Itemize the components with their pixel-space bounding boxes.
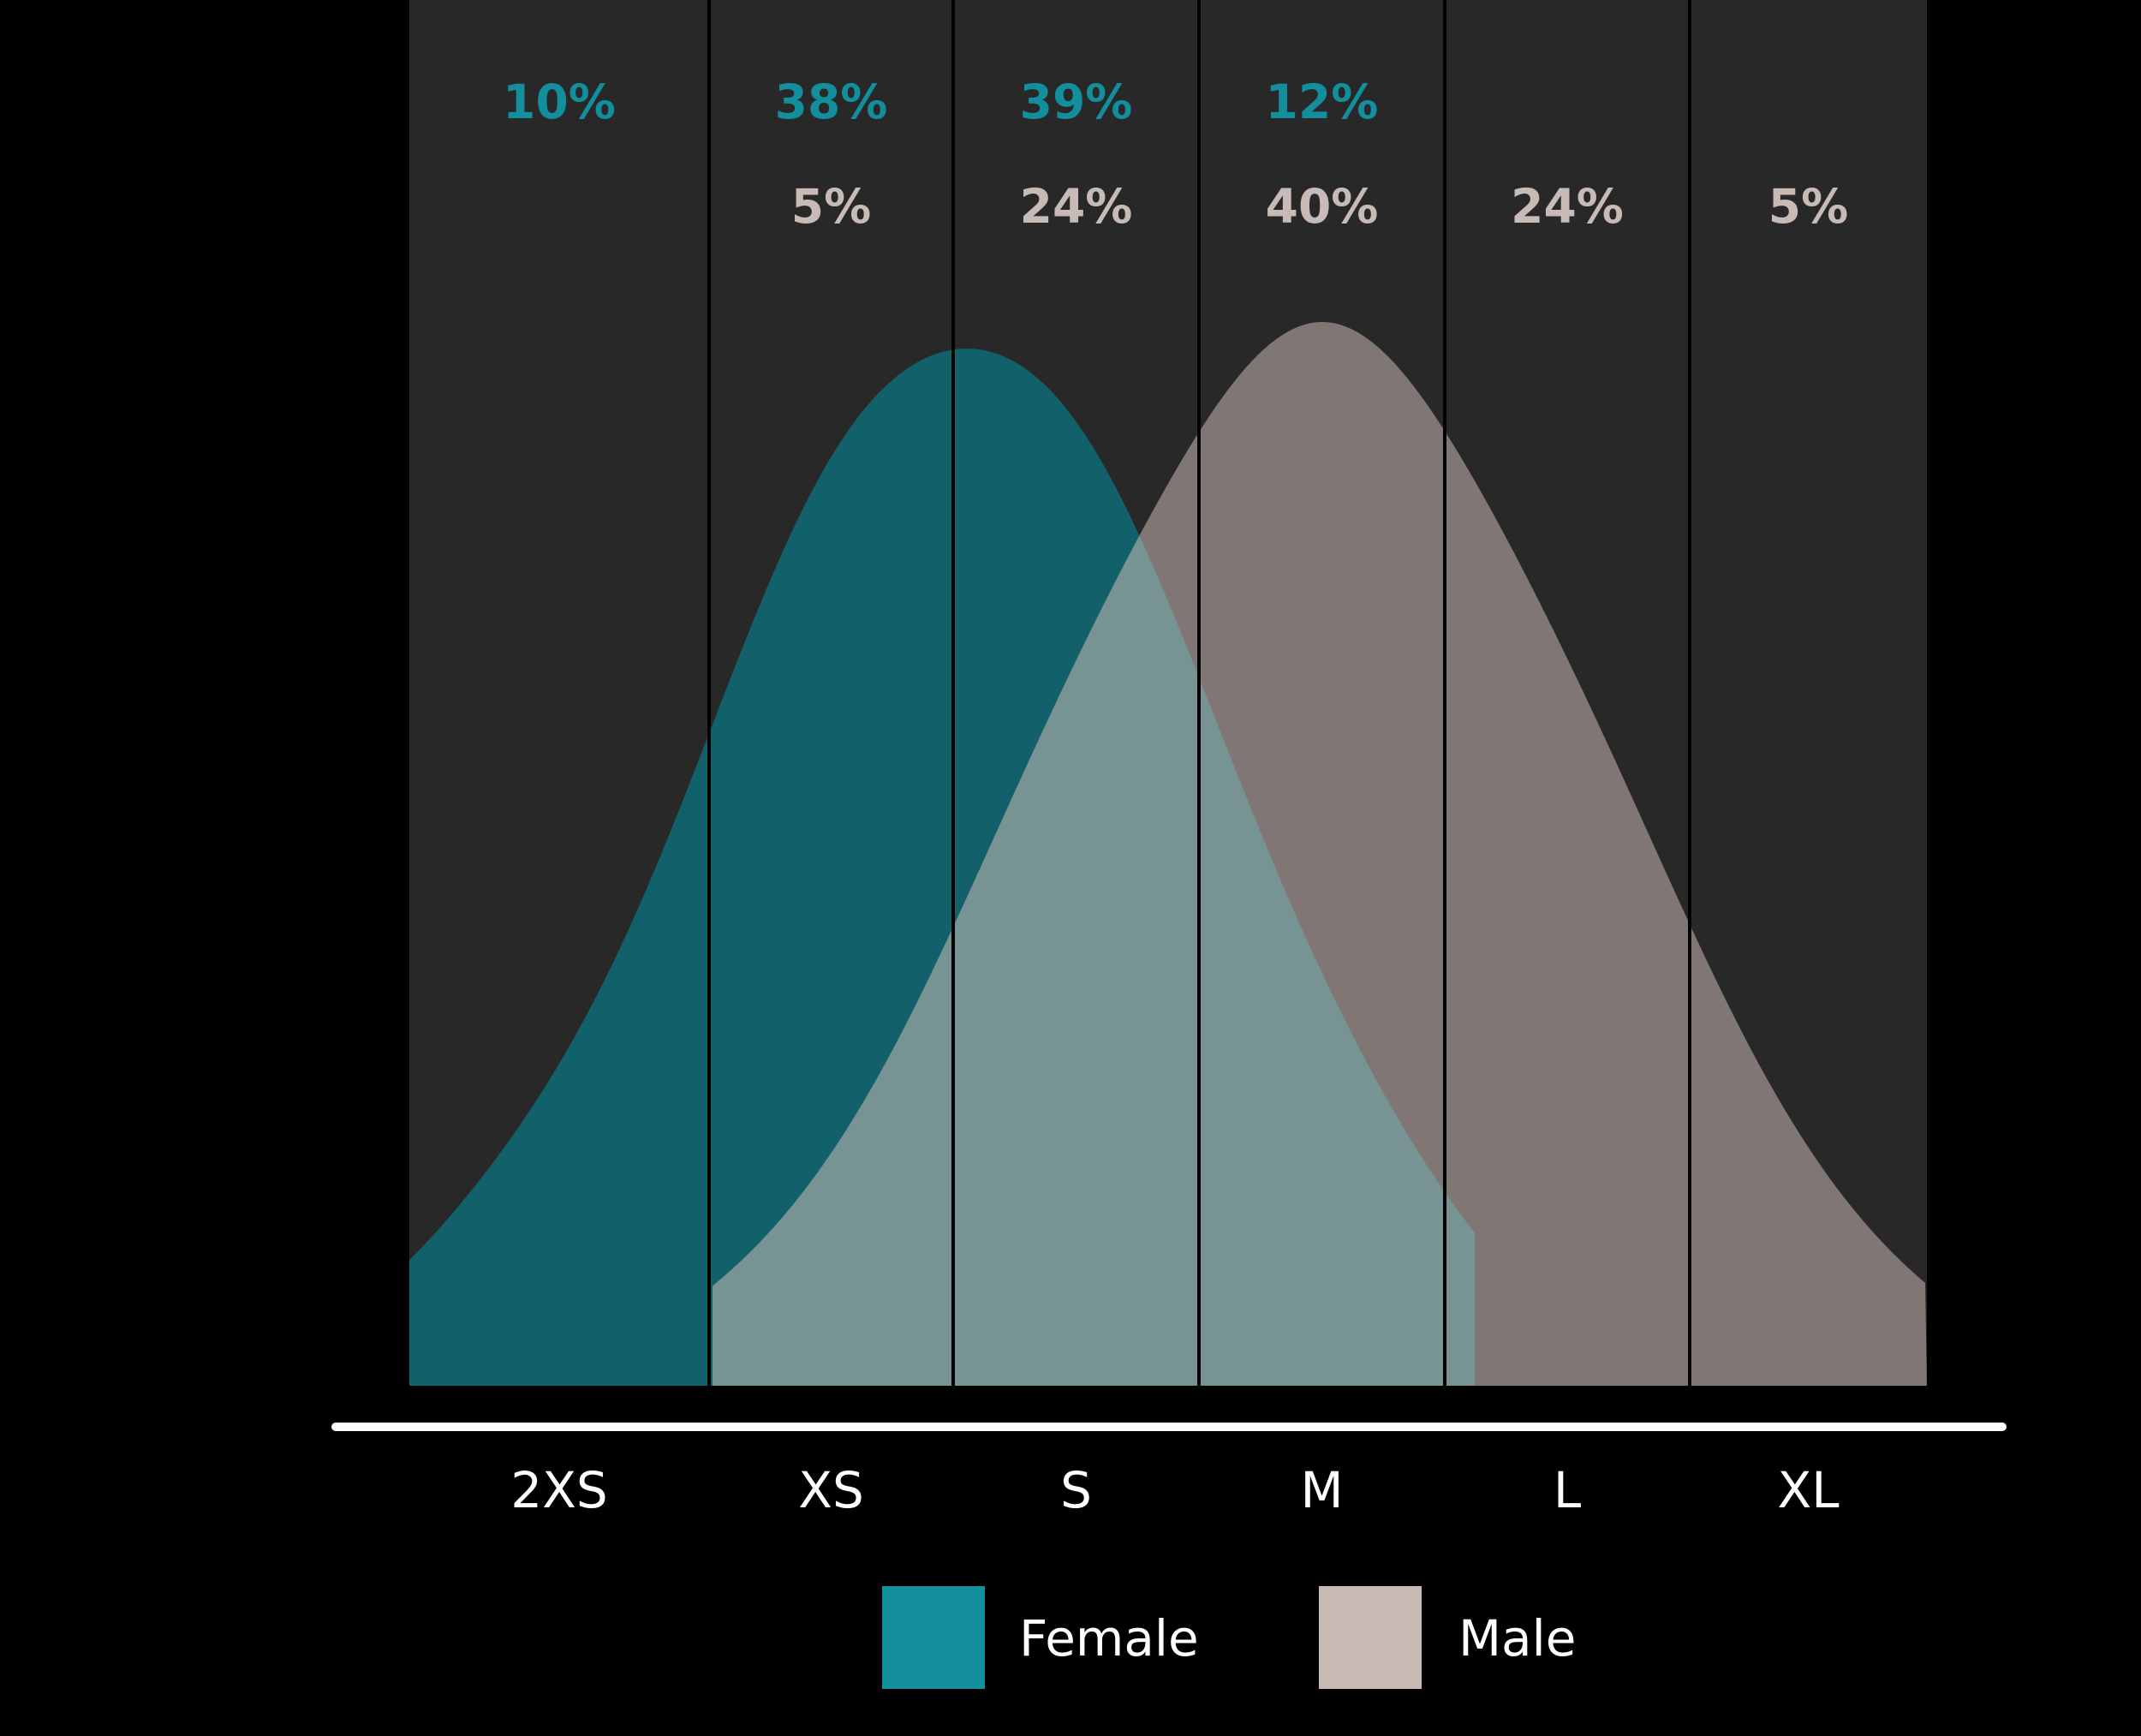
legend-swatch-female xyxy=(882,1586,985,1689)
female-label-xs: 38% xyxy=(775,75,888,129)
category-dividers xyxy=(707,0,1691,1386)
male-label-xl: 5% xyxy=(1768,179,1848,234)
tick-label-xl: XL xyxy=(1777,1461,1839,1519)
legend-swatch-male xyxy=(1319,1586,1422,1689)
tick-label-m: M xyxy=(1300,1461,1343,1519)
male-label-m: 40% xyxy=(1266,179,1379,234)
male-label-s: 24% xyxy=(1020,179,1133,234)
female-label-m: 12% xyxy=(1266,75,1379,129)
female-label-2xs: 10% xyxy=(503,75,616,129)
legend-label-female: Female xyxy=(1019,1609,1199,1667)
tick-label-2xs: 2XS xyxy=(510,1461,607,1519)
male-label-xs: 5% xyxy=(791,179,871,234)
legend: Female Male xyxy=(882,1586,1576,1689)
male-value-labels: 5% 24% 40% 24% 5% xyxy=(791,179,1848,234)
tick-label-l: L xyxy=(1554,1461,1581,1519)
tick-label-xs: XS xyxy=(798,1461,864,1519)
male-label-l: 24% xyxy=(1511,179,1624,234)
tick-label-s: S xyxy=(1060,1461,1092,1519)
female-label-s: 39% xyxy=(1020,75,1133,129)
distribution-curves xyxy=(409,322,1927,1386)
x-axis-tick-labels: 2XS XS S M L XL xyxy=(510,1461,1839,1519)
female-value-labels: 10% 38% 39% 12% xyxy=(503,75,1378,129)
legend-label-male: Male xyxy=(1458,1609,1576,1667)
